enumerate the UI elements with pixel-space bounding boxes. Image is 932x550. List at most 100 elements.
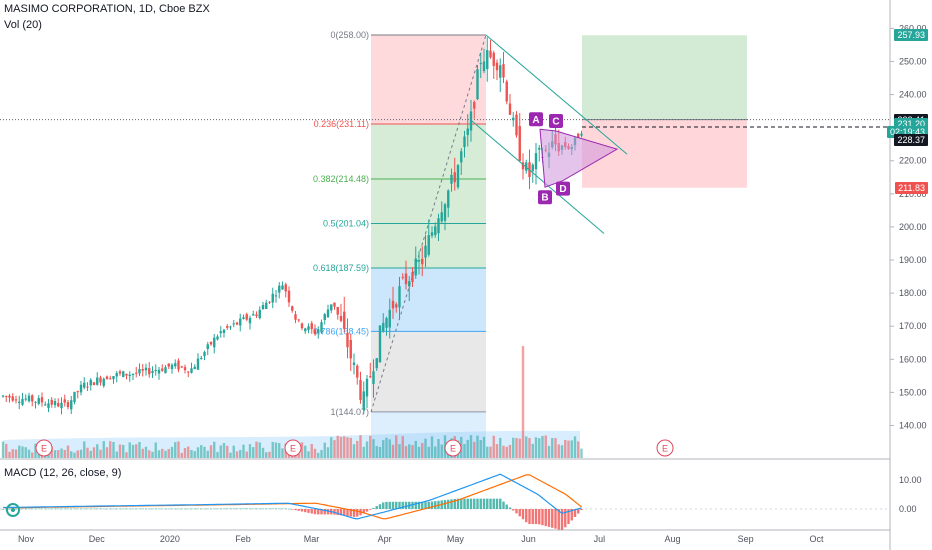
macd-histogram-bar (482, 498, 486, 509)
pattern-point-label: B (541, 193, 548, 204)
candle-body (203, 352, 206, 357)
macd-histogram-bar (31, 508, 34, 510)
candle-body (447, 190, 450, 208)
macd-histogram-bar (346, 509, 349, 517)
macd-histogram-bar (320, 509, 323, 515)
candle-body (183, 367, 187, 371)
volume-bar (274, 442, 278, 458)
macd-histogram-bar (297, 509, 300, 511)
macd-histogram-bar (395, 501, 398, 509)
macd-histogram-bar (128, 508, 131, 510)
volume-bar (105, 447, 109, 458)
fib-level-label: 0.786(168.45) (313, 326, 369, 336)
macd-histogram-bar (310, 509, 313, 514)
macd-histogram-bar (417, 501, 421, 509)
candle-body (333, 302, 336, 307)
macd-histogram-bar (144, 508, 148, 510)
macd-histogram-bar (343, 509, 346, 516)
volume-bar (109, 441, 112, 458)
volume-bar (404, 446, 408, 458)
fib-zone (371, 35, 486, 124)
macd-histogram-bar (421, 501, 424, 509)
candle-body (89, 379, 92, 386)
candle-body (112, 376, 115, 380)
earnings-marker (444, 439, 462, 457)
volume-bar (434, 446, 437, 458)
candle-body (83, 382, 86, 388)
candle-body (24, 398, 27, 400)
macd-histogram-bar (313, 509, 317, 515)
macd-histogram-bar (492, 498, 495, 509)
volume-bar (27, 449, 31, 458)
volume-bar (421, 442, 424, 458)
pattern-point-label: C (552, 116, 559, 127)
macd-histogram-bar (76, 508, 79, 510)
volume-bar (352, 444, 356, 458)
macd-histogram-bar (131, 508, 135, 510)
volume-bar (157, 450, 161, 458)
macd-histogram-bar (515, 509, 518, 514)
macd-histogram-bar (427, 501, 430, 509)
volume-bar (102, 441, 105, 458)
volume-bar (226, 445, 229, 458)
candle-body (154, 369, 157, 372)
settings-icon[interactable] (6, 503, 20, 517)
candle-body (580, 133, 583, 136)
volume-bar (564, 440, 567, 458)
candle-body (408, 281, 411, 287)
price-tick-label: 260.00 (899, 23, 927, 33)
candle-body (456, 165, 460, 188)
macd-histogram-bar (430, 501, 434, 509)
volume-bar (570, 440, 573, 458)
candle-body (8, 395, 11, 398)
volume-bar (138, 442, 141, 458)
candle-body (304, 328, 307, 332)
macd-histogram-bar (27, 508, 31, 510)
fib-zone (371, 331, 486, 412)
price-axis-tag: 211.83 (895, 181, 928, 194)
fib-level-label: 0.382(214.48) (313, 174, 369, 184)
volume-bar (385, 437, 388, 458)
volume-bar (219, 445, 222, 458)
macd-histogram-bar (86, 508, 89, 510)
candle-body (505, 81, 508, 102)
candle-body (508, 103, 512, 115)
volume-bar (323, 442, 326, 458)
candle-body (577, 133, 580, 138)
pattern-point-marker (556, 181, 570, 196)
time-axis-label: Dec (89, 534, 106, 544)
candle-body (287, 290, 291, 303)
candle-body (421, 258, 424, 265)
candle-body (372, 371, 375, 384)
pattern-point-marker (529, 112, 543, 127)
volume-bar (170, 446, 174, 458)
candle-body (265, 302, 268, 310)
candle-body (177, 360, 180, 370)
macd-histogram-bar (469, 498, 473, 509)
macd-histogram-bar (323, 509, 326, 515)
candle-body (76, 391, 79, 393)
candle-body (375, 358, 378, 369)
price-tick-label: 170.00 (899, 321, 927, 331)
macd-histogram-bar (287, 508, 291, 510)
macd-histogram-bar (196, 508, 200, 510)
candle-body (53, 401, 57, 406)
candle-body (86, 386, 89, 388)
volume-bar (66, 445, 70, 458)
volume-bar (177, 441, 180, 458)
macd-histogram-bar (580, 509, 583, 511)
volume-bar (8, 451, 11, 458)
macd-histogram-bar (398, 501, 401, 509)
candle-body (66, 402, 70, 408)
volume-bar (14, 449, 18, 458)
macd-histogram-bar (60, 508, 63, 510)
candle-body (196, 358, 200, 370)
macd-histogram-bar (164, 508, 167, 510)
macd-histogram-bar (252, 508, 255, 510)
volume-bar (473, 441, 476, 458)
candle-body (463, 136, 466, 148)
macd-histogram-bar (180, 508, 183, 510)
volume-bar (388, 439, 391, 458)
volume-bar (34, 443, 37, 458)
candle-body (473, 101, 476, 109)
